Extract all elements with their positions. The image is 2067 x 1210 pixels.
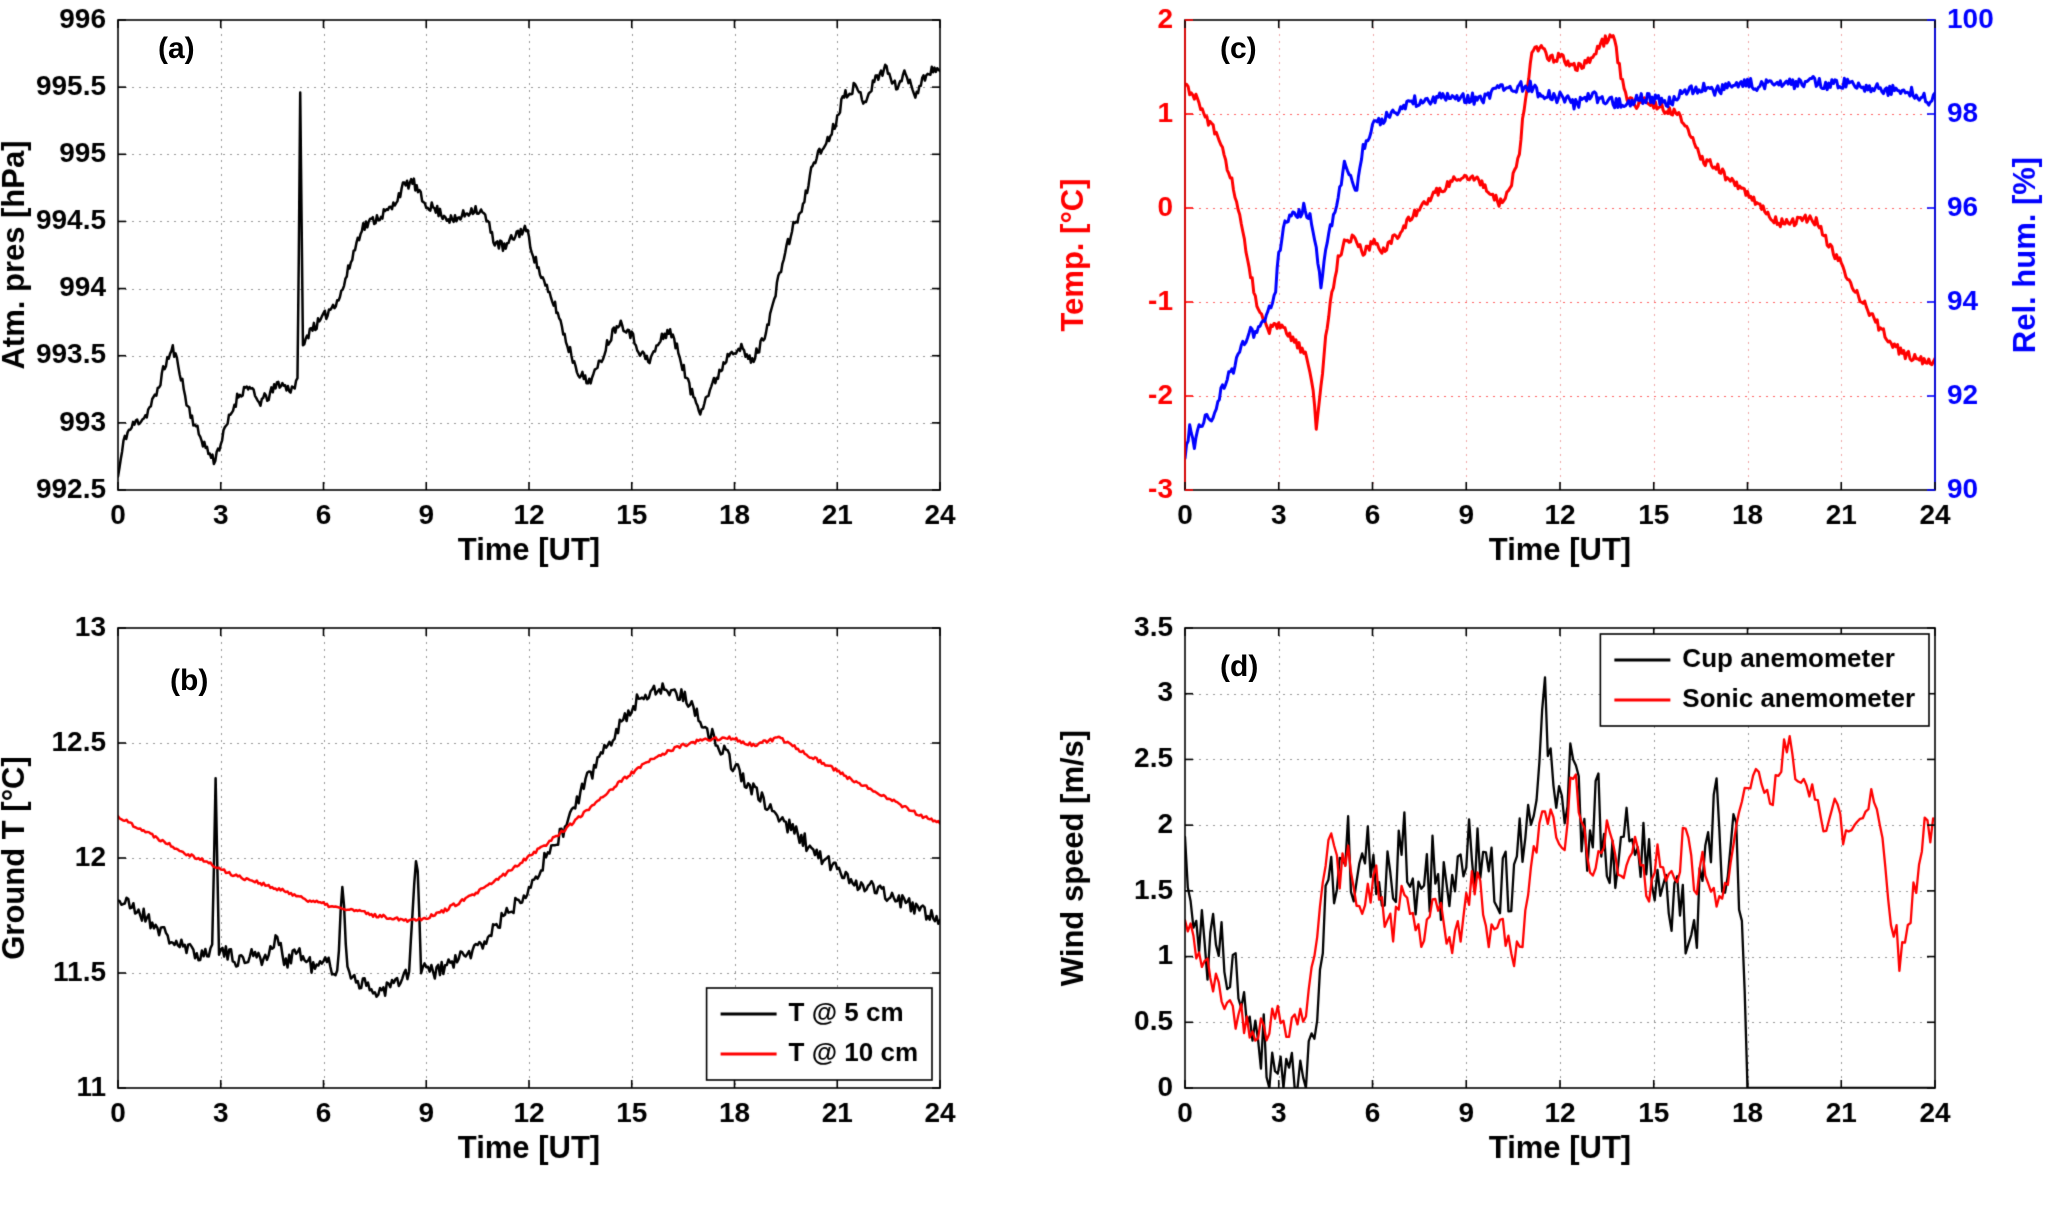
chart-d-wind-speed (1033, 600, 2067, 1210)
chart-c-temp-rel-humidity (1033, 0, 2067, 600)
chart-a-atm-pressure (0, 0, 1033, 600)
chart-b-ground-temperature (0, 600, 1033, 1210)
